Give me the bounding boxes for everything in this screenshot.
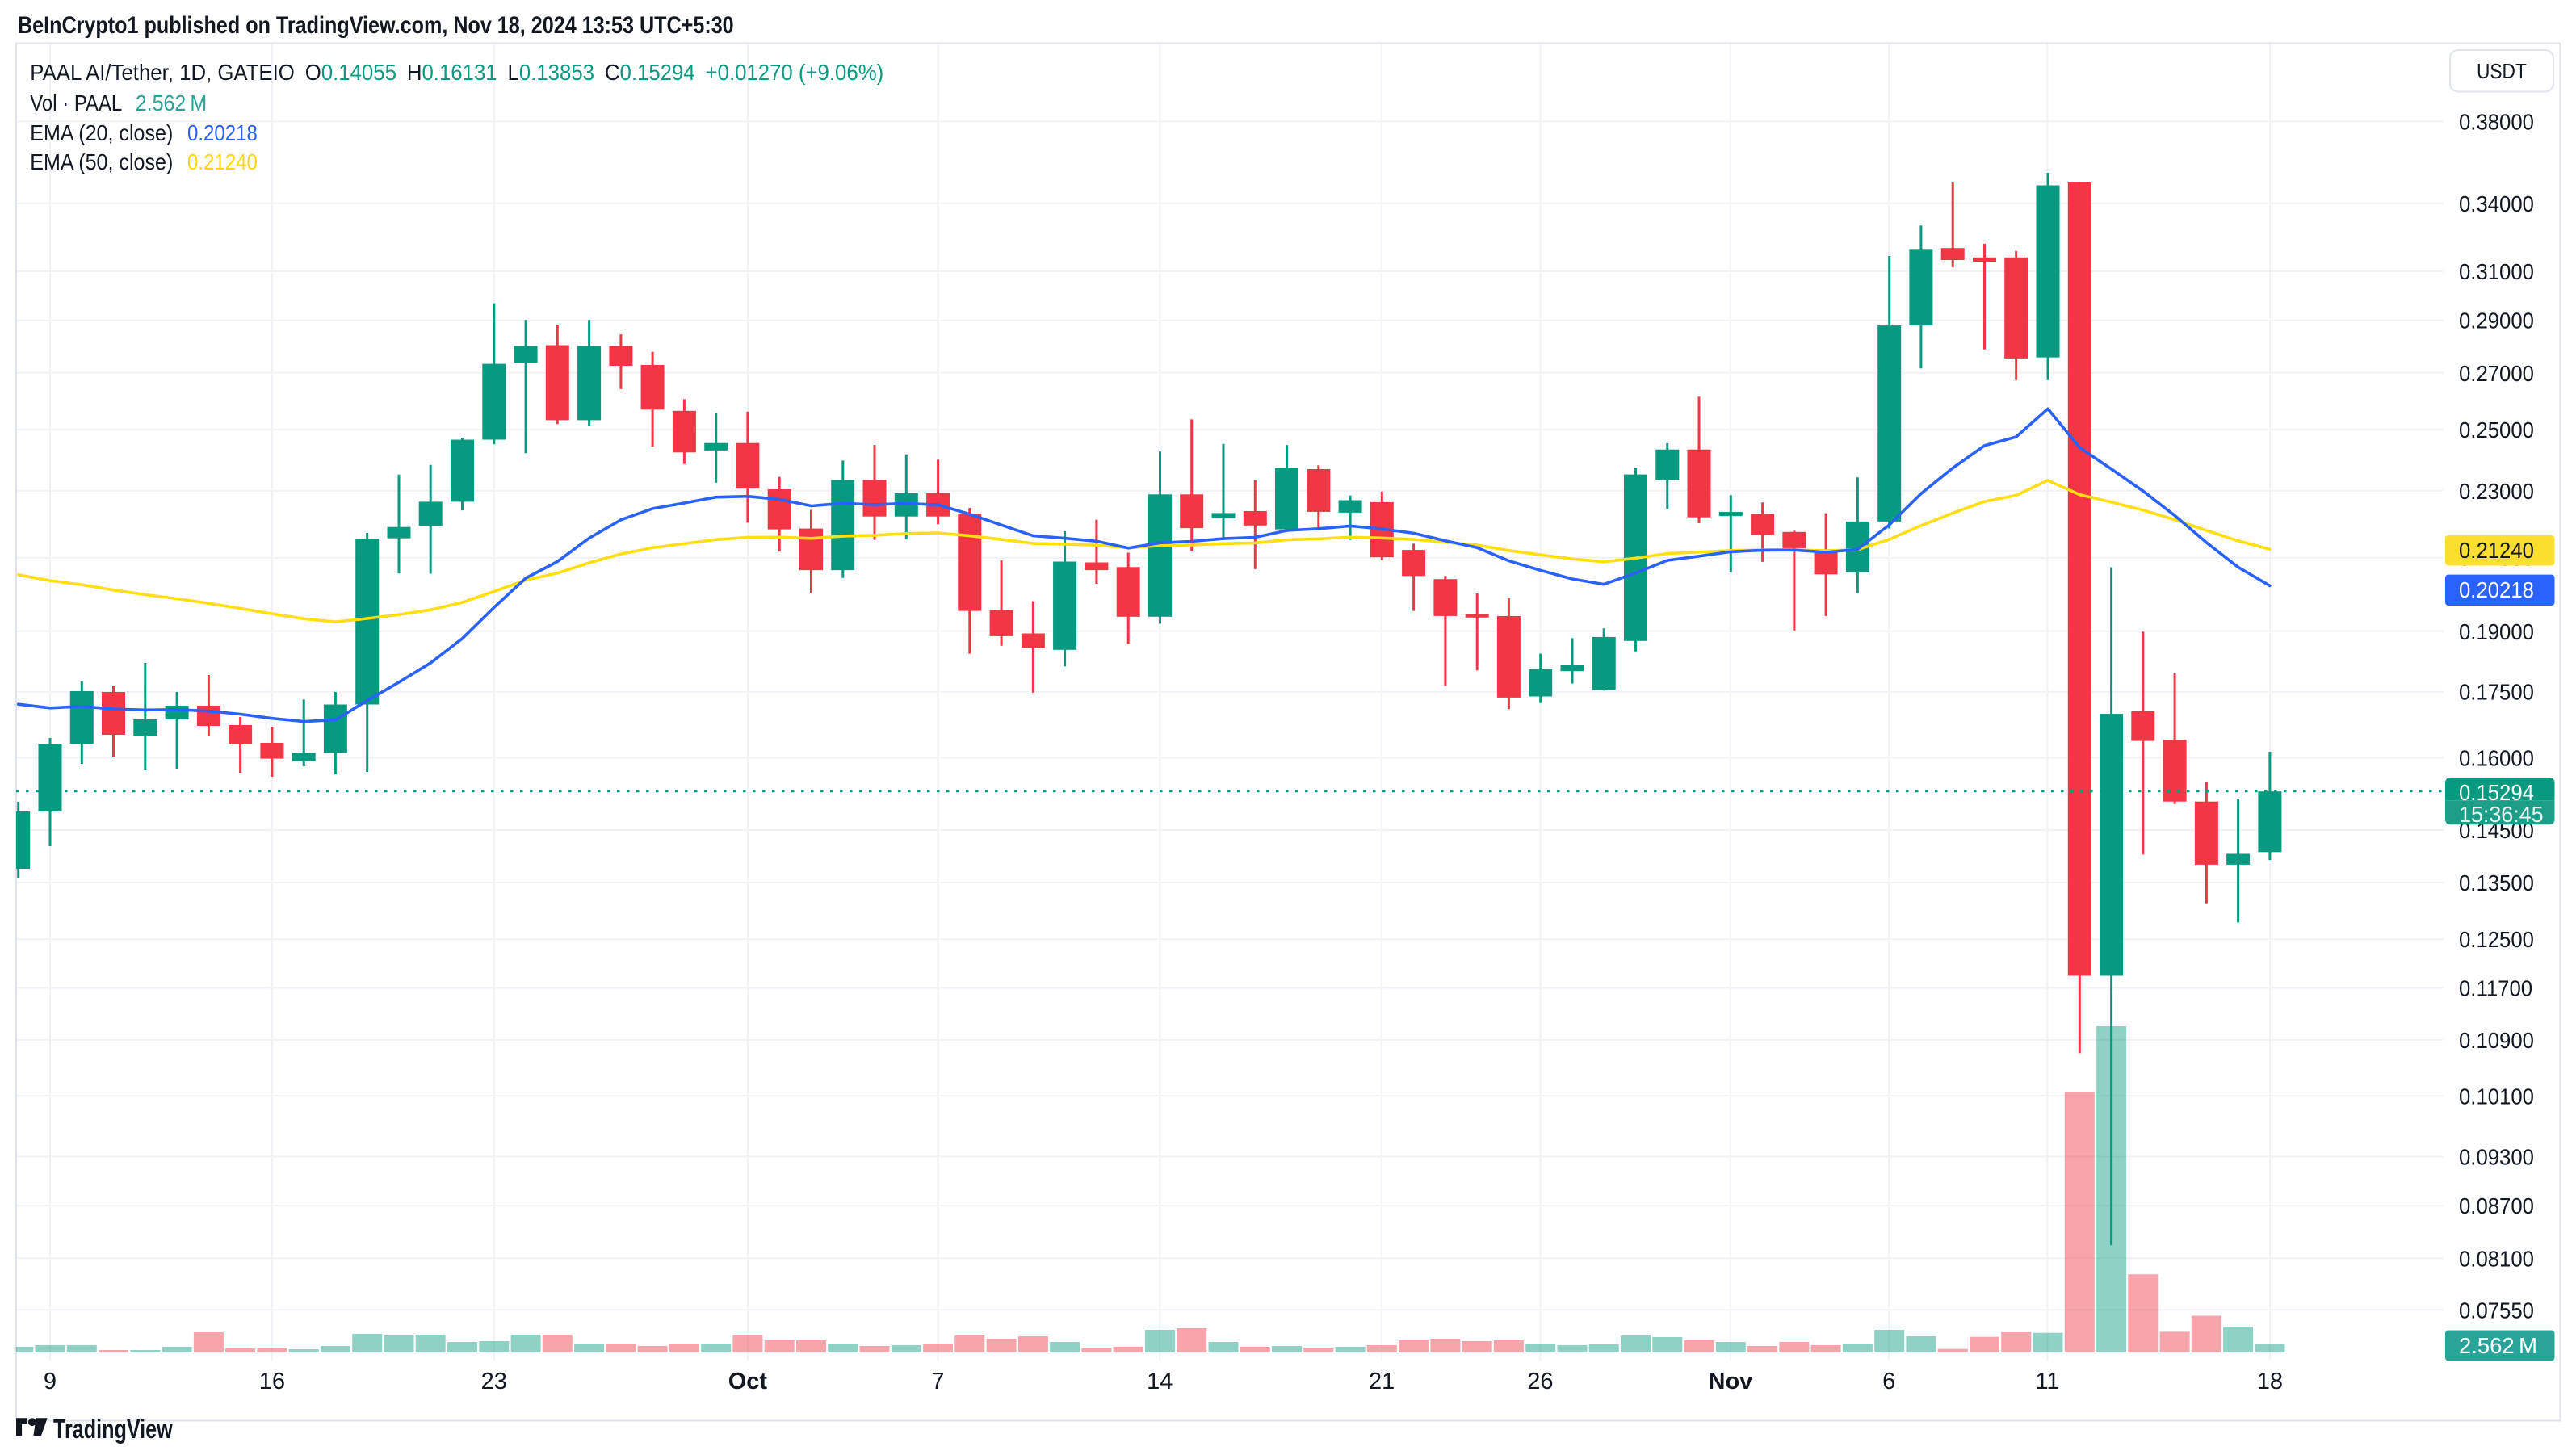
svg-text:BeInCrypto1 published on Tradi: BeInCrypto1 published on TradingView.com… bbox=[18, 11, 734, 39]
svg-text:EMA (50, close): EMA (50, close) bbox=[30, 149, 173, 175]
svg-text:0.23000: 0.23000 bbox=[2459, 479, 2534, 504]
svg-text:16: 16 bbox=[259, 1369, 285, 1394]
svg-text:0.16000: 0.16000 bbox=[2459, 745, 2534, 770]
svg-text:11: 11 bbox=[2035, 1369, 2059, 1394]
svg-text:21: 21 bbox=[1369, 1369, 1395, 1394]
svg-text:0.27000: 0.27000 bbox=[2459, 361, 2534, 386]
svg-text:0.08700: 0.08700 bbox=[2459, 1193, 2534, 1218]
svg-text:Nov: Nov bbox=[1709, 1369, 1753, 1394]
svg-text:0.21240: 0.21240 bbox=[2459, 538, 2534, 563]
svg-text:0.20218: 0.20218 bbox=[2459, 577, 2534, 602]
svg-text:18: 18 bbox=[2257, 1369, 2283, 1394]
svg-text:15:36:45: 15:36:45 bbox=[2459, 801, 2544, 827]
svg-text:USDT: USDT bbox=[2477, 61, 2527, 84]
svg-text:0.21240: 0.21240 bbox=[187, 149, 258, 174]
svg-text:0.12500: 0.12500 bbox=[2459, 927, 2534, 952]
svg-text:26: 26 bbox=[1527, 1369, 1553, 1394]
svg-text:PAAL AI/Tether, 1D, GATEIO O0.: PAAL AI/Tether, 1D, GATEIO O0.14055 H0.1… bbox=[30, 60, 883, 85]
svg-text:0.07550: 0.07550 bbox=[2459, 1298, 2534, 1323]
svg-text:0.13500: 0.13500 bbox=[2459, 870, 2534, 895]
svg-text:0.10100: 0.10100 bbox=[2459, 1084, 2534, 1109]
svg-text:0.38000: 0.38000 bbox=[2459, 110, 2534, 135]
svg-text:0.20218: 0.20218 bbox=[187, 120, 258, 145]
svg-text:2.562 M: 2.562 M bbox=[136, 90, 207, 116]
svg-text:0.15294: 0.15294 bbox=[2459, 780, 2534, 805]
svg-text:0.31000: 0.31000 bbox=[2459, 259, 2534, 284]
svg-text:6: 6 bbox=[1882, 1369, 1895, 1394]
svg-text:0.11700: 0.11700 bbox=[2459, 975, 2532, 1000]
svg-text:TradingView: TradingView bbox=[53, 1415, 173, 1445]
svg-text:7: 7 bbox=[931, 1369, 944, 1394]
svg-text:0.34000: 0.34000 bbox=[2459, 191, 2534, 216]
svg-text:0.29000: 0.29000 bbox=[2459, 308, 2534, 333]
svg-text:23: 23 bbox=[481, 1369, 507, 1394]
svg-text:EMA (20, close): EMA (20, close) bbox=[30, 120, 173, 146]
svg-text:0.09300: 0.09300 bbox=[2459, 1145, 2534, 1170]
svg-text:Vol · PAAL: Vol · PAAL bbox=[30, 90, 122, 115]
svg-text:0.25000: 0.25000 bbox=[2459, 417, 2534, 442]
svg-text:2.562 M: 2.562 M bbox=[2459, 1333, 2537, 1358]
svg-text:Oct: Oct bbox=[728, 1369, 768, 1394]
svg-text:9: 9 bbox=[44, 1369, 57, 1394]
svg-text:0.08100: 0.08100 bbox=[2459, 1246, 2534, 1271]
svg-text:0.17500: 0.17500 bbox=[2459, 680, 2534, 705]
svg-text:0.19000: 0.19000 bbox=[2459, 619, 2534, 644]
svg-text:14: 14 bbox=[1147, 1369, 1173, 1394]
svg-text:0.10900: 0.10900 bbox=[2459, 1028, 2534, 1053]
